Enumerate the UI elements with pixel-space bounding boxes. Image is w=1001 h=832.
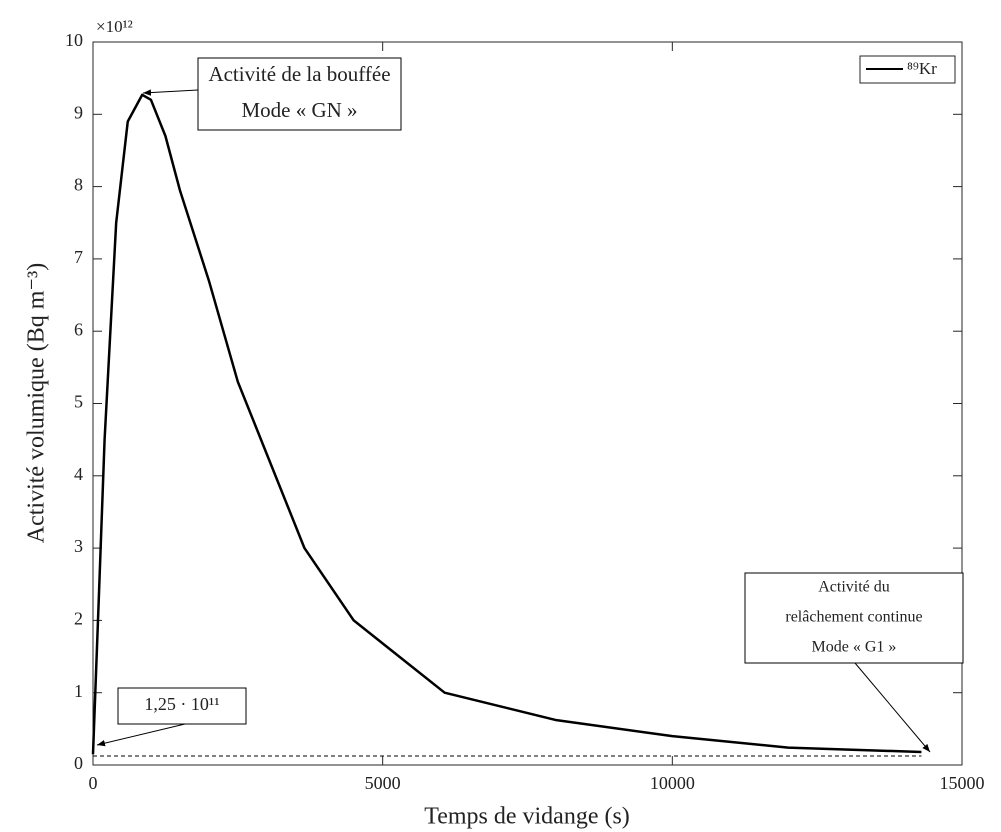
legend-label: ⁸⁹Kr (907, 59, 937, 78)
y-tick-label: 1 (74, 681, 83, 701)
annotation-text: Activité de la bouffée (208, 62, 390, 86)
y-tick-label: 8 (74, 175, 83, 195)
annotation-arrow (142, 89, 199, 96)
y-tick-label: 7 (74, 247, 83, 267)
y-tick-label: 6 (74, 319, 83, 339)
y-tick-label: 3 (74, 536, 83, 556)
annotation-text: Activité du (818, 579, 890, 596)
annotation-text: 1,25 · 10¹¹ (144, 694, 219, 714)
y-tick-label: 9 (74, 102, 83, 122)
y-tick-label: 5 (74, 392, 83, 412)
annotation-text: relâchement continue (785, 609, 922, 626)
annotation-arrow (96, 723, 186, 747)
y-axis-label: Activité volumique (Bq m⁻³) (24, 263, 50, 544)
annotation-text: Mode « G1 » (812, 639, 897, 656)
y-multiplier: ×10¹² (96, 17, 133, 36)
annotation-box (197, 57, 402, 131)
annotation-arrow (854, 662, 931, 753)
y-tick-label: 10 (65, 30, 83, 50)
annotation-text: Mode « GN » (241, 98, 357, 122)
annotation-box (744, 572, 964, 664)
x-tick-label: 0 (89, 773, 98, 793)
x-axis-label: Temps de vidange (s) (424, 804, 630, 830)
x-tick-label: 5000 (365, 773, 401, 793)
annotation-box (117, 687, 247, 725)
y-tick-label: 4 (74, 464, 83, 484)
x-tick-label: 10000 (650, 773, 695, 793)
y-tick-label: 0 (74, 753, 83, 773)
y-tick-label: 2 (74, 609, 83, 629)
data-line (91, 93, 922, 755)
x-tick-label: 15000 (940, 773, 985, 793)
